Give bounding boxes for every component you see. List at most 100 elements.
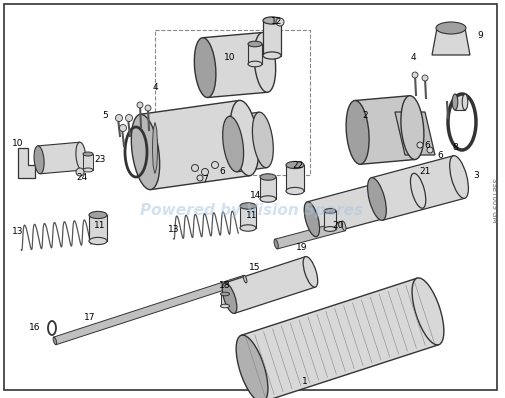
Circle shape xyxy=(191,164,198,172)
Text: 3SET009 GM: 3SET009 GM xyxy=(491,178,497,222)
Text: 10: 10 xyxy=(224,53,236,62)
Text: 20: 20 xyxy=(332,220,344,230)
Text: 14: 14 xyxy=(250,191,262,199)
Ellipse shape xyxy=(260,196,276,202)
Ellipse shape xyxy=(252,112,273,168)
Ellipse shape xyxy=(222,283,237,314)
Text: 13: 13 xyxy=(12,228,24,236)
Ellipse shape xyxy=(89,211,107,219)
Text: 12: 12 xyxy=(271,18,283,27)
Circle shape xyxy=(427,147,433,153)
Ellipse shape xyxy=(230,100,259,176)
Circle shape xyxy=(417,142,423,148)
Polygon shape xyxy=(153,123,158,174)
Ellipse shape xyxy=(462,94,468,110)
Text: 15: 15 xyxy=(249,263,261,273)
Text: 13: 13 xyxy=(168,226,180,234)
Polygon shape xyxy=(371,156,465,220)
Text: 2: 2 xyxy=(362,111,368,119)
Polygon shape xyxy=(229,112,267,172)
Circle shape xyxy=(201,168,209,176)
Ellipse shape xyxy=(304,202,320,237)
Text: 8: 8 xyxy=(452,144,458,152)
Ellipse shape xyxy=(76,142,86,170)
Text: 1: 1 xyxy=(302,377,308,386)
Bar xyxy=(260,177,276,199)
Circle shape xyxy=(126,115,132,121)
Circle shape xyxy=(197,175,203,181)
Polygon shape xyxy=(241,278,439,398)
Polygon shape xyxy=(38,142,82,174)
Ellipse shape xyxy=(194,38,216,98)
Ellipse shape xyxy=(449,156,469,198)
Polygon shape xyxy=(455,94,465,110)
Ellipse shape xyxy=(412,278,444,345)
Polygon shape xyxy=(140,100,250,189)
Text: 4: 4 xyxy=(410,53,416,62)
Circle shape xyxy=(137,102,143,108)
Text: 16: 16 xyxy=(29,324,41,332)
Text: 23: 23 xyxy=(94,156,106,164)
Ellipse shape xyxy=(53,337,57,345)
Ellipse shape xyxy=(401,96,424,160)
Text: 4: 4 xyxy=(152,84,158,92)
Ellipse shape xyxy=(221,292,229,296)
Bar xyxy=(221,294,229,306)
Polygon shape xyxy=(355,96,415,164)
Circle shape xyxy=(212,162,219,168)
Ellipse shape xyxy=(248,41,262,47)
Ellipse shape xyxy=(34,146,44,174)
Polygon shape xyxy=(18,148,35,178)
Ellipse shape xyxy=(436,22,466,34)
Text: 18: 18 xyxy=(219,281,231,289)
Ellipse shape xyxy=(274,239,278,249)
Text: 11: 11 xyxy=(246,211,258,220)
Polygon shape xyxy=(203,33,268,98)
Ellipse shape xyxy=(260,174,276,180)
Circle shape xyxy=(120,125,126,131)
Circle shape xyxy=(76,168,84,176)
Ellipse shape xyxy=(286,162,304,169)
Polygon shape xyxy=(225,257,315,313)
Bar xyxy=(263,21,281,55)
Ellipse shape xyxy=(236,335,268,398)
Text: 11: 11 xyxy=(94,220,106,230)
Text: 6: 6 xyxy=(219,168,225,176)
Text: 17: 17 xyxy=(84,314,96,322)
Ellipse shape xyxy=(286,187,304,195)
Text: 7: 7 xyxy=(202,176,208,185)
Text: 24: 24 xyxy=(76,174,88,183)
Text: 19: 19 xyxy=(296,244,308,252)
Text: 6: 6 xyxy=(437,150,443,160)
Ellipse shape xyxy=(240,225,256,231)
Ellipse shape xyxy=(83,168,93,172)
Ellipse shape xyxy=(248,61,262,67)
Ellipse shape xyxy=(223,116,243,172)
Bar xyxy=(240,206,256,228)
Text: 6: 6 xyxy=(424,140,430,150)
Ellipse shape xyxy=(243,275,247,283)
Polygon shape xyxy=(307,174,423,237)
Ellipse shape xyxy=(303,257,318,287)
Polygon shape xyxy=(395,112,435,155)
Circle shape xyxy=(276,18,284,26)
Polygon shape xyxy=(54,275,246,345)
Bar xyxy=(83,154,93,170)
Polygon shape xyxy=(275,221,345,249)
Ellipse shape xyxy=(131,114,160,189)
Text: 22: 22 xyxy=(292,160,304,170)
Circle shape xyxy=(116,115,123,121)
Circle shape xyxy=(422,75,428,81)
Ellipse shape xyxy=(263,17,281,24)
Text: 5: 5 xyxy=(102,111,108,119)
Ellipse shape xyxy=(221,304,229,308)
Circle shape xyxy=(412,72,418,78)
Text: 9: 9 xyxy=(477,31,483,39)
Ellipse shape xyxy=(452,94,458,110)
Polygon shape xyxy=(432,28,470,55)
Ellipse shape xyxy=(240,203,256,209)
Bar xyxy=(248,44,262,64)
Circle shape xyxy=(145,105,151,111)
Ellipse shape xyxy=(324,226,336,231)
Ellipse shape xyxy=(346,101,369,164)
